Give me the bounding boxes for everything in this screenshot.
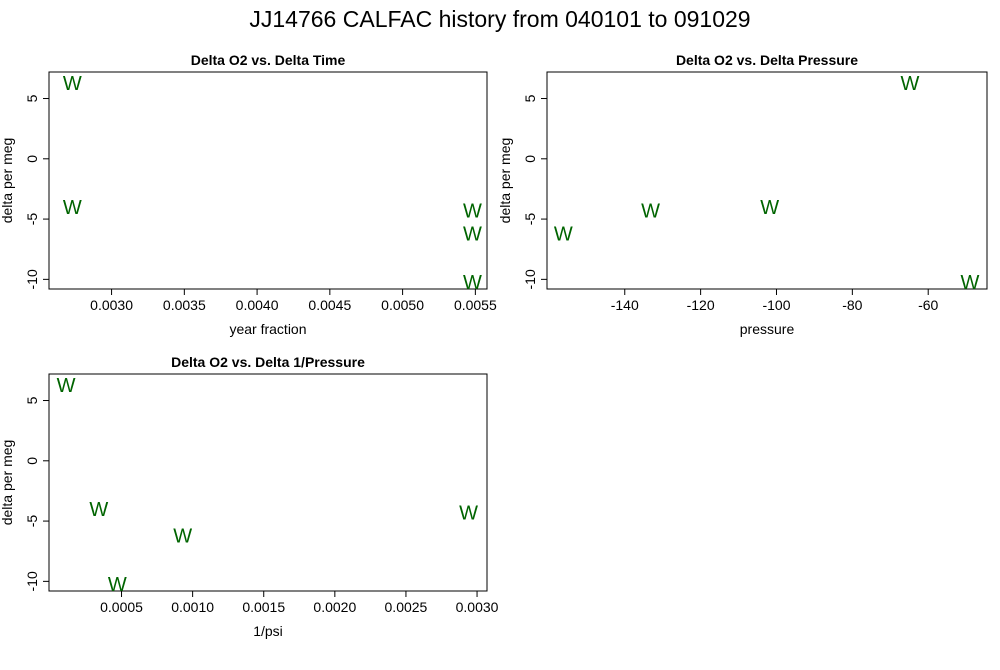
y-axis-label: delta per meg — [497, 138, 513, 224]
data-point: W — [901, 73, 920, 95]
x-tick-label: -80 — [842, 297, 862, 313]
plot-frame — [48, 71, 488, 290]
x-tick-label: -120 — [687, 297, 715, 313]
y-tick-label: -10 — [522, 269, 538, 289]
y-tick-label: -10 — [24, 571, 40, 591]
panel-delta-inverse-pressure: Delta O2 vs. Delta 1/Pressure 0.0005 0.001… — [0, 354, 499, 639]
y-tick-label: 5 — [24, 94, 40, 102]
y-axis-label: delta per meg — [0, 440, 15, 526]
y-tick-label: -5 — [24, 213, 40, 226]
x-axis-label: 1/psi — [253, 623, 283, 639]
x-tick-label: 0.0040 — [236, 297, 279, 313]
data-point: W — [760, 197, 779, 219]
data-point: W — [108, 574, 127, 596]
panel-delta-time: Delta O2 vs. Delta Time 0.0030 0.0035 0.004… — [0, 52, 497, 337]
data-point: W — [960, 272, 979, 294]
data-point: W — [463, 224, 482, 246]
x-tick-label: 0.0030 — [456, 599, 499, 615]
x-axis-label: year fraction — [229, 321, 306, 337]
data-point: W — [554, 224, 573, 246]
x-tick-label: -100 — [762, 297, 790, 313]
x-tick-label: 0.0005 — [100, 599, 143, 615]
x-tick-label: 0.0015 — [242, 599, 285, 615]
y-axis-label: delta per meg — [0, 138, 15, 224]
x-axis-label: pressure — [740, 321, 795, 337]
data-point: W — [173, 526, 192, 548]
data-point: W — [63, 73, 82, 95]
x-tick-label: 0.0025 — [385, 599, 428, 615]
x-tick-label: 0.0035 — [163, 297, 206, 313]
panel-title: Delta O2 vs. Delta Time — [191, 52, 346, 68]
y-tick-label: -10 — [24, 269, 40, 289]
x-tick-label: 0.0020 — [313, 599, 356, 615]
x-tick-label: -140 — [611, 297, 639, 313]
data-point: W — [459, 503, 478, 525]
y-tick-label: 5 — [522, 94, 538, 102]
x-tick-label: 0.0010 — [171, 599, 214, 615]
x-tick-label: 0.0050 — [381, 297, 424, 313]
y-tick-label: 0 — [24, 155, 40, 163]
x-tick-label: -60 — [918, 297, 938, 313]
y-tick-label: 0 — [522, 155, 538, 163]
x-tick-label: 0.0055 — [454, 297, 497, 313]
data-point: W — [641, 201, 660, 223]
data-point: W — [63, 197, 82, 219]
x-tick-label: 0.0045 — [308, 297, 351, 313]
data-point: W — [463, 201, 482, 223]
data-point: W — [89, 499, 108, 521]
panel-delta-pressure: Delta O2 vs. Delta Pressure-140 -120 -100-… — [497, 52, 988, 337]
plot-frame — [48, 373, 488, 592]
y-tick-label: 0 — [24, 457, 40, 465]
panel-title: Delta O2 vs. Delta 1/Pressure — [171, 354, 365, 370]
panel-title: Delta O2 vs. Delta Pressure — [676, 52, 858, 68]
plot-frame — [546, 71, 988, 290]
data-point: W — [463, 272, 482, 294]
x-tick-label: 0.0030 — [90, 297, 133, 313]
y-tick-label: -5 — [24, 515, 40, 528]
data-point: W — [57, 375, 76, 397]
y-tick-label: -5 — [522, 213, 538, 226]
y-tick-label: 5 — [24, 396, 40, 404]
figure-title: JJ14766 CALFAC history from 040101 to 09… — [249, 6, 750, 32]
